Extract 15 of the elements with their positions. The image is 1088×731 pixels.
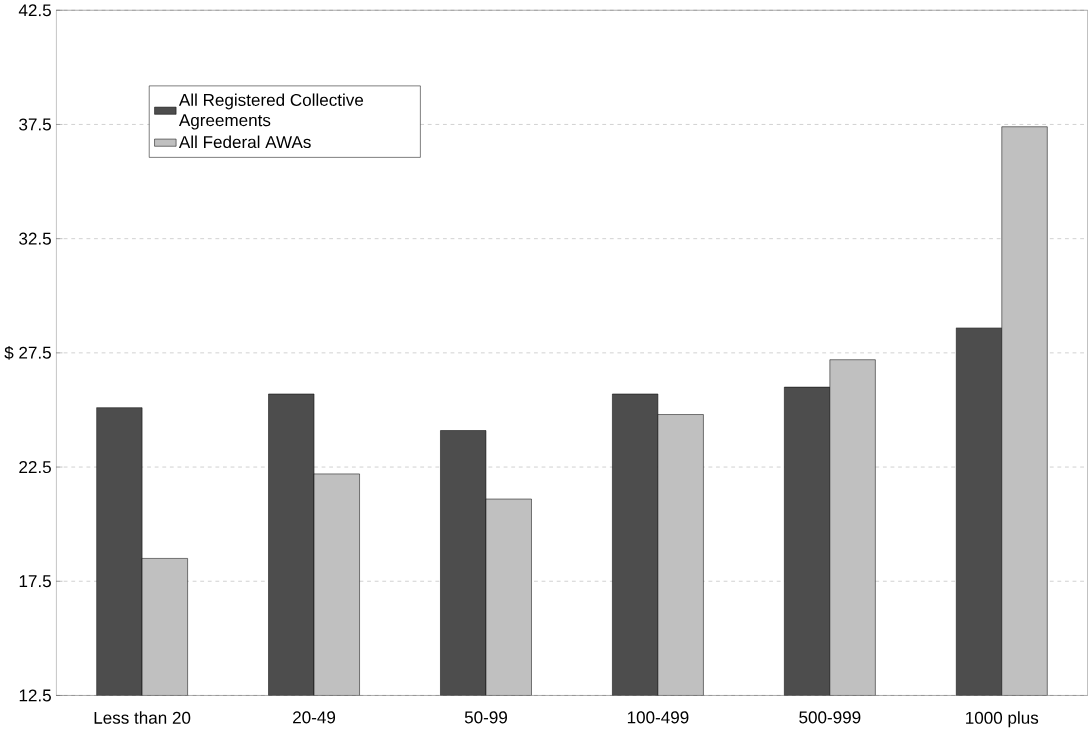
- legend-label: All Federal AWAs: [178, 135, 311, 148]
- x-tick-label: Less than 20: [94, 711, 191, 724]
- y-tick-label: 12.5: [19, 689, 51, 702]
- x-tick-label: 50-99: [464, 711, 507, 724]
- x-tick-label: 1000 plus: [966, 711, 1039, 728]
- legend-label: All Registered Collective Agreements: [178, 93, 364, 130]
- y-tick-label: 17.5: [19, 575, 51, 587]
- y-tick-label: $ 27.5: [4, 345, 51, 360]
- y-tick-label: 32.5: [19, 232, 51, 245]
- x-tick-label: 500-999: [799, 711, 861, 724]
- y-tick-label: 42.5: [18, 3, 51, 17]
- x-tick-label: 20-49: [293, 711, 336, 724]
- x-tick-label: 100-499: [627, 711, 689, 724]
- y-tick-label: 22.5: [19, 460, 51, 473]
- y-tick-label: 37.5: [19, 118, 51, 131]
